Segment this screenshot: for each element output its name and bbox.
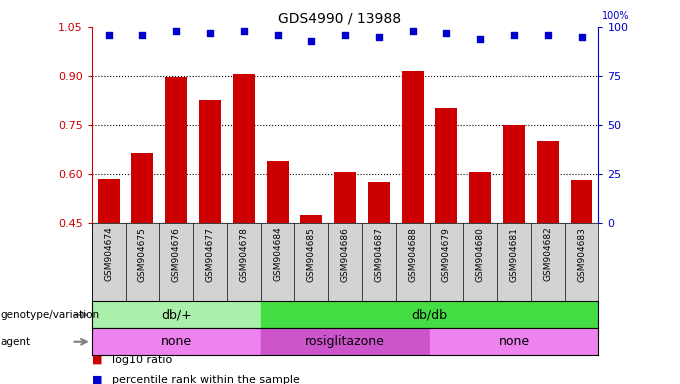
- Point: [475, 36, 486, 42]
- Point: [340, 31, 351, 38]
- Bar: [571, 180, 592, 223]
- Bar: [199, 100, 221, 223]
- Point: [205, 30, 216, 36]
- Bar: [267, 161, 288, 223]
- Bar: [260, 328, 430, 355]
- Bar: [260, 301, 598, 328]
- Text: log10 ratio: log10 ratio: [112, 355, 173, 365]
- Text: GSM904674: GSM904674: [104, 227, 113, 281]
- Text: GSM904676: GSM904676: [172, 227, 181, 281]
- Text: GSM904681: GSM904681: [509, 227, 518, 281]
- Bar: [233, 74, 255, 223]
- Point: [103, 31, 114, 38]
- Bar: [402, 71, 424, 223]
- Point: [407, 28, 418, 34]
- Text: ■: ■: [92, 355, 102, 365]
- Bar: [165, 78, 187, 223]
- Text: GSM904680: GSM904680: [476, 227, 485, 281]
- Bar: [537, 141, 559, 223]
- Text: db/db: db/db: [411, 308, 447, 321]
- Point: [171, 28, 182, 34]
- Bar: [92, 328, 260, 355]
- Point: [576, 34, 587, 40]
- Text: genotype/variation: genotype/variation: [1, 310, 100, 320]
- Bar: [368, 182, 390, 223]
- Text: GSM904686: GSM904686: [341, 227, 350, 281]
- Bar: [131, 152, 154, 223]
- Text: GSM904685: GSM904685: [307, 227, 316, 281]
- Point: [239, 28, 250, 34]
- Point: [137, 31, 148, 38]
- Bar: [301, 215, 322, 223]
- Bar: [503, 125, 525, 223]
- Bar: [98, 179, 120, 223]
- Text: none: none: [160, 335, 192, 348]
- Bar: [469, 172, 491, 223]
- Text: rosiglitazone: rosiglitazone: [305, 335, 385, 348]
- Text: GSM904682: GSM904682: [543, 227, 552, 281]
- Text: GDS4990 / 13988: GDS4990 / 13988: [278, 12, 402, 25]
- Point: [509, 31, 520, 38]
- Text: GSM904684: GSM904684: [273, 227, 282, 281]
- Text: GSM904688: GSM904688: [408, 227, 417, 281]
- Point: [441, 30, 452, 36]
- Text: none: none: [498, 335, 530, 348]
- Text: GSM904683: GSM904683: [577, 227, 586, 281]
- Point: [373, 34, 384, 40]
- Bar: [334, 172, 356, 223]
- Text: GSM904678: GSM904678: [239, 227, 248, 281]
- Point: [272, 31, 283, 38]
- Text: GSM904677: GSM904677: [205, 227, 214, 281]
- Text: percentile rank within the sample: percentile rank within the sample: [112, 375, 300, 384]
- Bar: [92, 301, 260, 328]
- Point: [543, 31, 554, 38]
- Text: GSM904679: GSM904679: [442, 227, 451, 281]
- Text: ■: ■: [92, 375, 102, 384]
- Text: db/+: db/+: [161, 308, 192, 321]
- Point: [306, 38, 317, 44]
- Text: GSM904675: GSM904675: [138, 227, 147, 281]
- Text: GSM904687: GSM904687: [375, 227, 384, 281]
- Text: agent: agent: [1, 337, 31, 347]
- Bar: [430, 328, 598, 355]
- Text: 100%: 100%: [602, 11, 629, 21]
- Bar: [435, 109, 458, 223]
